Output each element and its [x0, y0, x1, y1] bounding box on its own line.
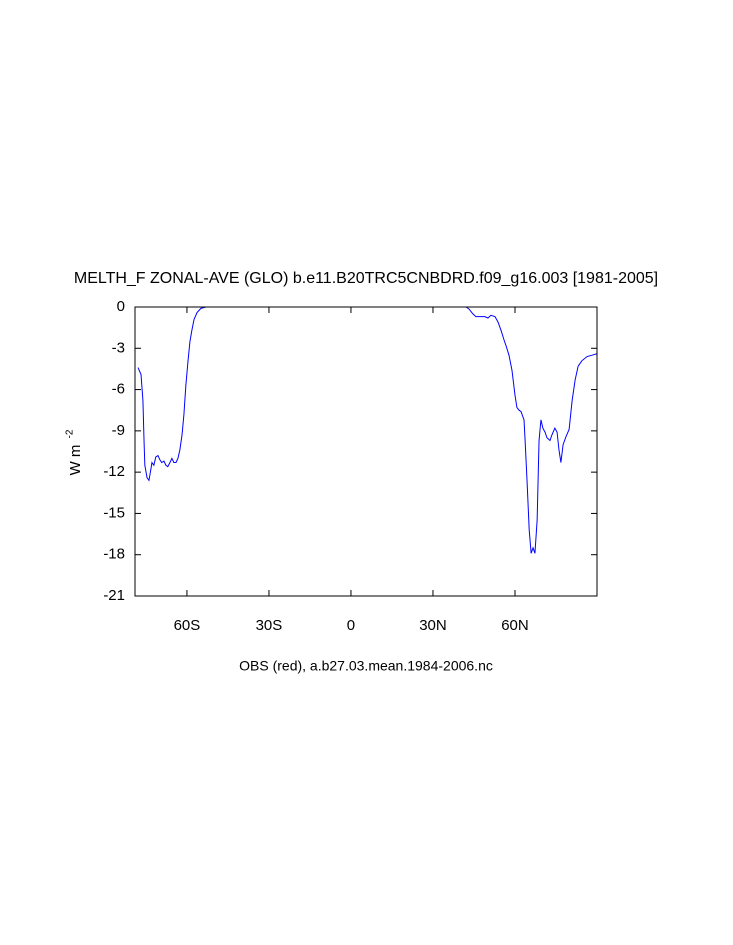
y-tick-label: -3 [112, 339, 125, 356]
x-tick-label: 30N [419, 617, 447, 634]
x-tick-label: 60N [501, 617, 529, 634]
y-tick-label: -9 [112, 422, 125, 439]
y-tick-label: -6 [112, 381, 125, 398]
chart-subtitle: OBS (red), a.b27.03.mean.1984-2006.nc [239, 658, 493, 674]
data-line [137, 306, 598, 554]
y-label: W m [67, 445, 84, 476]
plot-frame [134, 306, 598, 597]
y-axis-label: W m -2 [65, 429, 84, 475]
y-tick-label: -21 [103, 587, 125, 604]
x-tick-label: 0 [347, 617, 355, 634]
y-tick-label: -18 [103, 546, 125, 563]
y-label-sup: -2 [65, 429, 76, 438]
x-tick-label: 60S [174, 617, 201, 634]
y-tick-label: -15 [103, 504, 125, 521]
chart-title: MELTH_F ZONAL-AVE (GLO) b.e11.B20TRC5CNB… [74, 270, 658, 287]
y-tick-label: -12 [103, 463, 125, 480]
y-tick-label: 0 [117, 298, 125, 315]
x-tick-label: 30S [256, 617, 283, 634]
